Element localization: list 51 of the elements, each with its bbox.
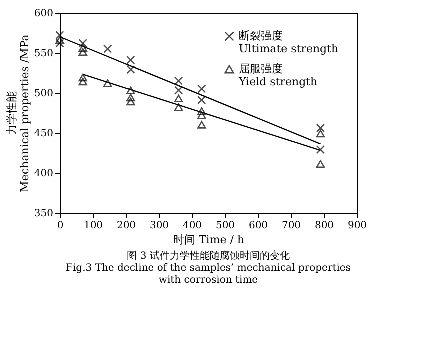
point	[126, 86, 136, 94]
y-axis-title: 力学性能 Mechanical properties /MPa	[5, 34, 32, 192]
point	[78, 44, 88, 52]
y-tick-label: 400	[34, 168, 54, 180]
x-tick-label: 500	[216, 220, 236, 232]
point	[78, 48, 88, 56]
point	[174, 104, 184, 112]
y-tick-label: 600	[34, 8, 54, 20]
point	[56, 31, 64, 40]
y-tick-label: 350	[34, 208, 54, 220]
point	[316, 124, 326, 133]
point	[174, 94, 184, 102]
y-tick-label: 500	[34, 88, 54, 100]
x-tick-label: 300	[150, 220, 170, 232]
point	[78, 39, 88, 48]
point	[78, 74, 88, 82]
point	[316, 130, 326, 138]
point	[78, 78, 88, 86]
point	[198, 121, 206, 129]
y-tick-label: 450	[34, 128, 54, 140]
y-tick-label: 550	[34, 48, 54, 60]
legend-label: 屈服强度 Yield strength	[238, 62, 318, 88]
point	[103, 44, 112, 54]
x-tick-label: 200	[116, 220, 136, 232]
point	[126, 98, 136, 106]
point	[316, 145, 326, 154]
caption: 图 3 试件力学性能随腐蚀时间的变化	[127, 250, 290, 262]
point	[198, 84, 206, 94]
point	[198, 108, 206, 116]
x-tick-label: 100	[84, 220, 104, 232]
point	[126, 65, 136, 74]
point	[126, 94, 136, 102]
point	[56, 39, 64, 48]
point	[198, 112, 206, 120]
x-axis-title: 时间 Time / h	[173, 234, 245, 246]
point	[56, 36, 64, 44]
x-tick-label: 900	[348, 220, 368, 232]
x-tick-label: 800	[314, 220, 334, 232]
legend-label: 断裂强度 Ultimate strength	[239, 30, 339, 56]
point	[126, 56, 136, 65]
x-tick-label: 600	[248, 220, 268, 232]
point	[198, 96, 206, 105]
point	[174, 76, 184, 86]
x-tick-label: 700	[282, 220, 302, 232]
point	[103, 80, 112, 88]
x-tick-label: 0	[57, 220, 64, 232]
text: with corrosion time	[158, 275, 258, 286]
x-tick-label: 400	[182, 220, 202, 232]
point	[316, 160, 326, 168]
caption: Fig.3 The decline of the samples’ mechanical properties	[66, 263, 351, 274]
point	[174, 86, 184, 95]
